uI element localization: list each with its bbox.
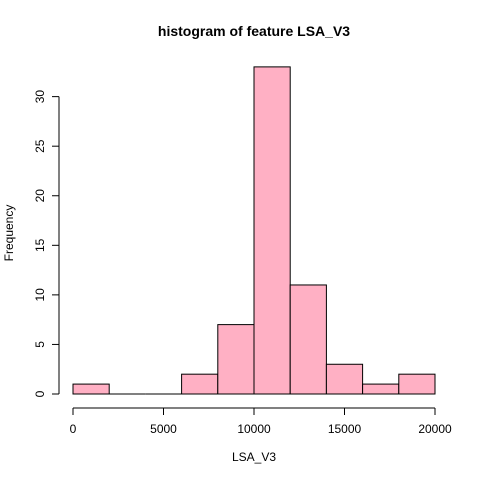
y-tick-label-3: 15 — [33, 238, 47, 252]
x-tick-label-1: 5000 — [150, 422, 177, 436]
y-tick-label-5: 25 — [33, 139, 47, 153]
x-axis: 0 5000 10000 15000 20000 — [70, 407, 452, 436]
y-tick-label-0: 0 — [33, 390, 47, 397]
x-axis-label: LSA_V3 — [232, 450, 276, 464]
histogram-bar-7 — [325, 363, 364, 395]
x-tick-label-4: 20000 — [418, 422, 452, 436]
y-tick-label-1: 5 — [33, 341, 47, 348]
y-axis-label: Frequency — [2, 205, 16, 262]
histogram-bar-6 — [289, 284, 327, 395]
y-tick-label-2: 10 — [33, 288, 47, 302]
histogram-bar-4 — [217, 324, 255, 395]
histogram-bar-5 — [253, 66, 291, 395]
chart-title: histogram of feature LSA_V3 — [158, 23, 350, 39]
histogram-bar-9 — [398, 373, 436, 395]
histogram-bar-3 — [181, 373, 219, 395]
x-tick-label-0: 0 — [70, 422, 77, 436]
x-tick-label-3: 15000 — [328, 422, 362, 436]
y-tick-label-4: 20 — [33, 189, 47, 203]
y-axis: 0 5 10 15 20 25 30 — [33, 90, 60, 397]
bars-group — [72, 66, 436, 395]
histogram-bar-8 — [362, 383, 400, 395]
x-tick-label-2: 10000 — [237, 422, 271, 436]
histogram-bar-0 — [72, 383, 110, 395]
y-tick-label-6: 30 — [33, 90, 47, 104]
